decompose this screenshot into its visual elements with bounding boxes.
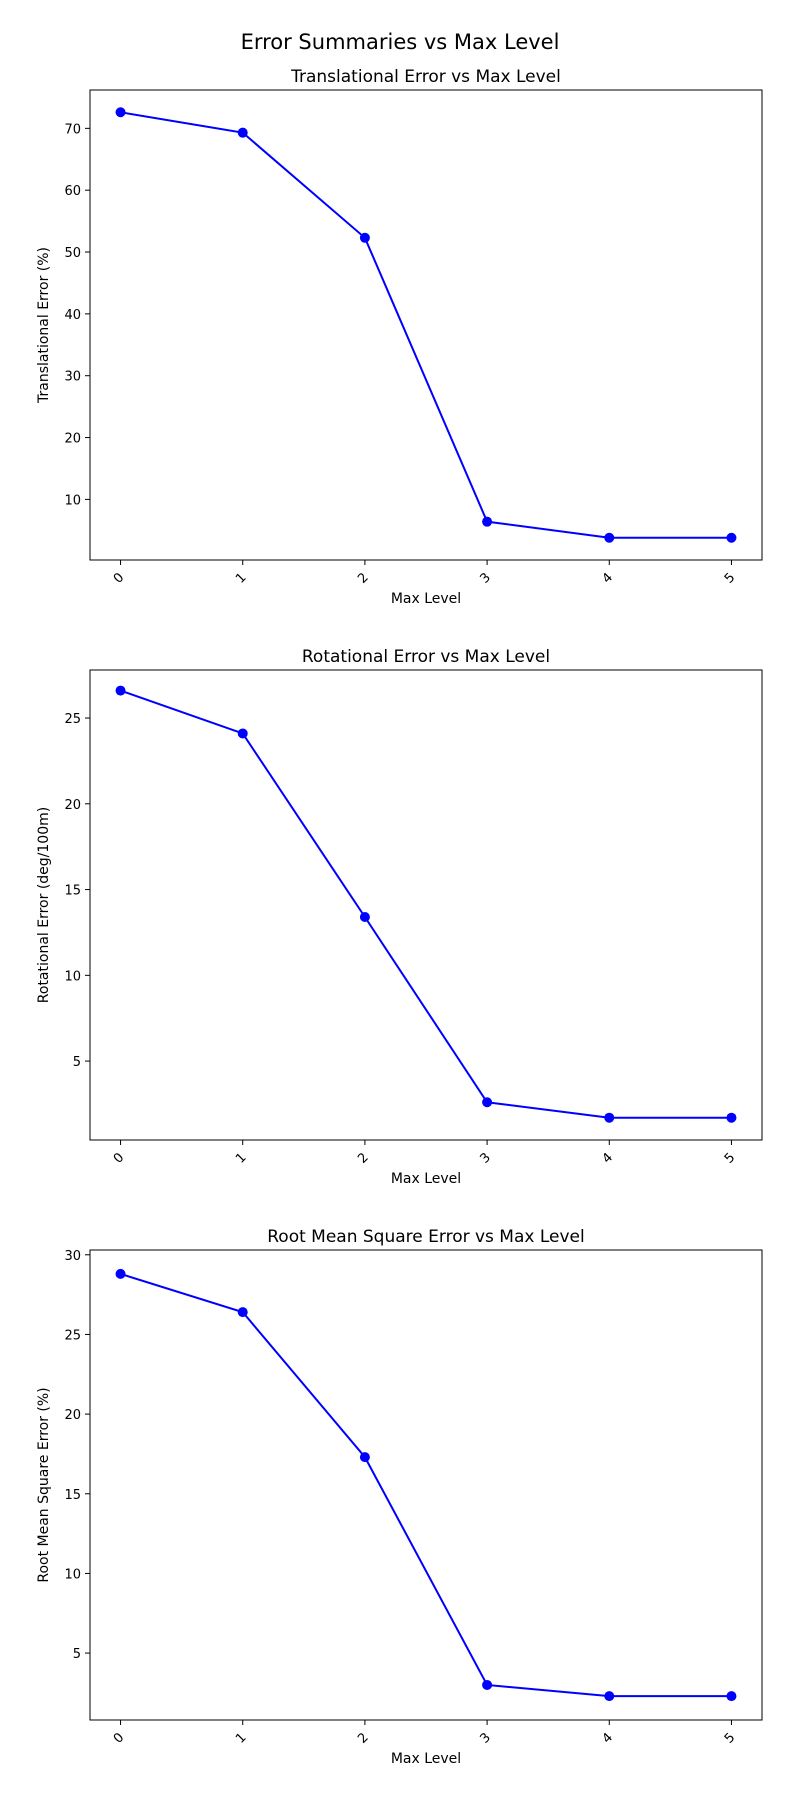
x-tick-label: 4 (600, 1730, 616, 1746)
y-tick-label: 25 (64, 1328, 81, 1343)
data-point (115, 685, 126, 696)
y-tick-label: 10 (64, 969, 81, 984)
y-axis-label: Rotational Error (deg/100m) (36, 807, 52, 1003)
x-tick-label: 2 (355, 1150, 371, 1166)
x-tick-label: 1 (233, 1150, 249, 1166)
x-tick-label: 5 (722, 1730, 738, 1746)
y-tick-label: 30 (64, 370, 81, 385)
chart-title: Root Mean Square Error vs Max Level (267, 1227, 584, 1247)
y-axis-label: Translational Error (%) (36, 247, 52, 404)
y-tick-label: 15 (64, 884, 81, 899)
x-tick-label: 0 (111, 1730, 127, 1746)
x-tick-label: 4 (600, 570, 616, 586)
data-point (482, 516, 493, 527)
y-tick-label: 10 (64, 1567, 81, 1582)
data-point (482, 1679, 493, 1690)
x-tick-label: 5 (722, 570, 738, 586)
data-point (237, 728, 248, 739)
data-point (726, 1112, 737, 1123)
data-point (604, 1112, 615, 1123)
data-point (359, 1452, 370, 1463)
data-point (237, 1307, 248, 1318)
y-axis-label: Root Mean Square Error (%) (36, 1387, 52, 1582)
figure-title: Error Summaries vs Max Level (240, 30, 560, 54)
x-tick-label: 3 (477, 1730, 493, 1746)
series-line (120, 689, 732, 1119)
data-point (726, 1691, 737, 1702)
y-tick-label: 20 (64, 798, 81, 813)
x-tick-label: 3 (477, 1150, 493, 1166)
x-tick-label: 5 (722, 1150, 738, 1166)
plot-frame (89, 89, 763, 561)
x-tick-label: 3 (477, 570, 493, 586)
y-tick-label: 10 (64, 493, 81, 508)
series-line (120, 1272, 732, 1698)
x-axis-label: Max Level (391, 1171, 461, 1187)
chart-title: Rotational Error vs Max Level (302, 647, 550, 667)
data-point (726, 532, 737, 543)
data-point (237, 127, 248, 138)
y-tick-label: 40 (64, 308, 81, 323)
x-tick-label: 0 (111, 1150, 127, 1166)
x-tick-label: 1 (233, 570, 249, 586)
y-tick-label: 20 (64, 432, 81, 447)
series-line (120, 111, 732, 539)
y-tick-label: 20 (64, 1408, 81, 1423)
data-point (604, 532, 615, 543)
data-point (115, 1268, 126, 1279)
y-tick-label: 50 (64, 246, 81, 261)
plot-frame (89, 669, 763, 1141)
rmse-chart: Root Mean Square Error vs Max Level51015… (36, 1227, 763, 1767)
y-tick-label: 5 (73, 1055, 81, 1070)
x-tick-label: 1 (233, 1730, 249, 1746)
y-tick-label: 15 (64, 1488, 81, 1503)
plot-frame (89, 1249, 763, 1721)
y-tick-label: 25 (64, 712, 81, 727)
x-axis-label: Max Level (391, 1751, 461, 1767)
x-tick-label: 0 (111, 570, 127, 586)
y-tick-label: 5 (73, 1647, 81, 1662)
x-tick-label: 2 (355, 570, 371, 586)
x-tick-label: 2 (355, 1730, 371, 1746)
y-tick-label: 30 (64, 1249, 81, 1264)
y-tick-label: 60 (64, 184, 81, 199)
chart-title: Translational Error vs Max Level (290, 67, 561, 87)
x-tick-label: 4 (600, 1150, 616, 1166)
translational-error-chart: Translational Error vs Max Level10203040… (36, 67, 763, 607)
data-point (604, 1691, 615, 1702)
data-point (482, 1097, 493, 1108)
data-point (359, 912, 370, 923)
y-tick-label: 70 (64, 122, 81, 137)
data-point (115, 107, 126, 118)
data-point (359, 232, 370, 243)
x-axis-label: Max Level (391, 591, 461, 607)
